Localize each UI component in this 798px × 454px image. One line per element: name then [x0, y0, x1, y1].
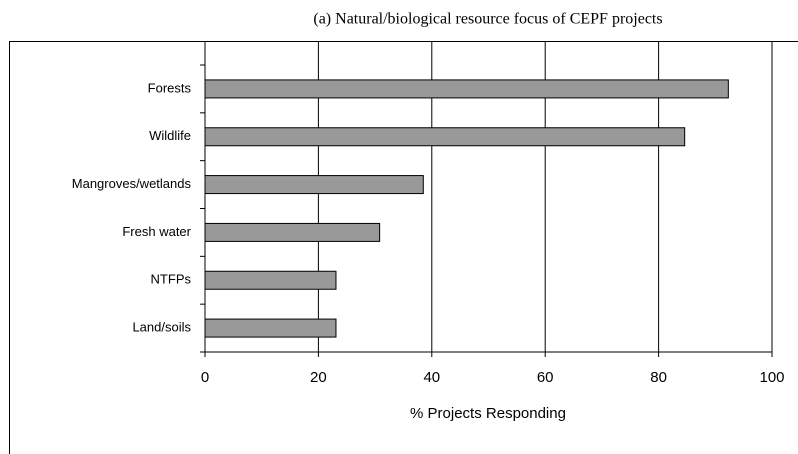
bar — [204, 175, 424, 195]
x-tick-label: 60 — [537, 369, 554, 386]
x-tick-label: 20 — [310, 369, 327, 386]
x-tick-label: 100 — [759, 369, 784, 386]
x-tick-label: 0 — [201, 369, 209, 386]
y-tick-label: Wildlife — [149, 128, 191, 143]
y-tick-label: Forests — [148, 80, 192, 95]
x-axis-label: % Projects Responding — [410, 405, 566, 422]
chart-title: (a) Natural/biological resource focus of… — [313, 11, 662, 28]
y-tick-label: Mangroves/wetlands — [72, 176, 192, 191]
y-tick-label: Land/soils — [132, 320, 191, 335]
x-tick-label: 40 — [423, 369, 440, 386]
x-tick-label: 80 — [650, 369, 667, 386]
y-tick-label: NTFPs — [151, 272, 192, 287]
y-tick-label: Fresh water — [122, 224, 191, 239]
chart-frame — [9, 41, 798, 454]
bar — [204, 270, 337, 290]
bar — [204, 79, 729, 99]
bar — [204, 318, 337, 338]
bar — [204, 127, 686, 147]
bar — [204, 222, 381, 242]
